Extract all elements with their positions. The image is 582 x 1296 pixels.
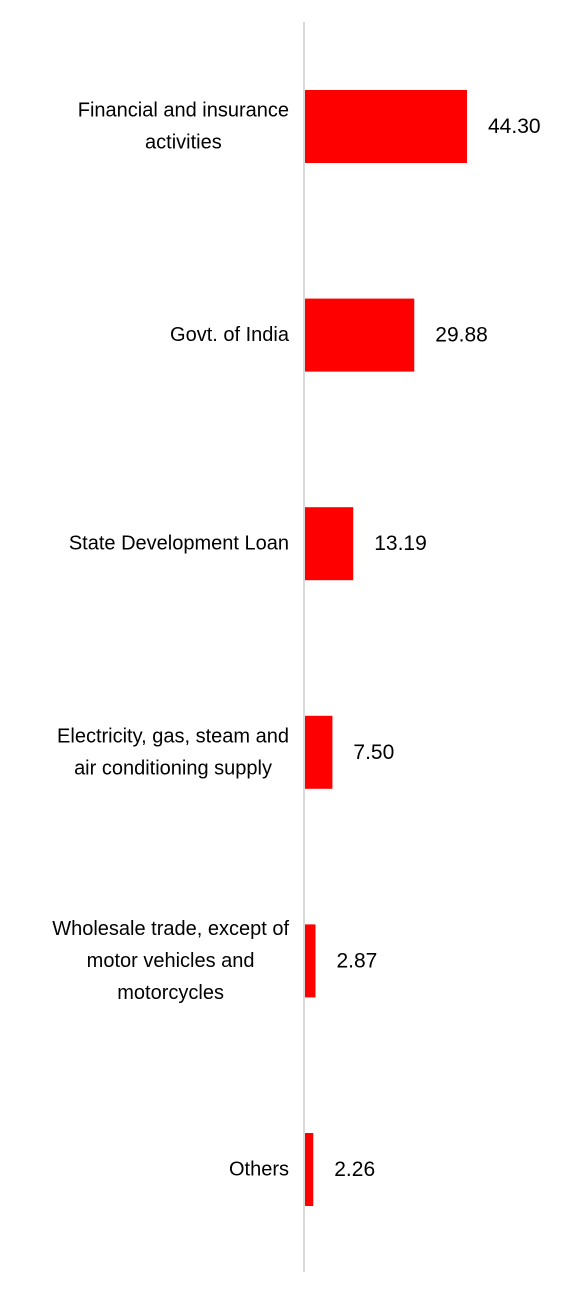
bar-group (305, 90, 467, 1206)
category-label: State Development Loan (69, 533, 289, 555)
bar (305, 90, 467, 163)
category-label: Govt. of India (170, 324, 290, 346)
bar (305, 715, 333, 789)
category-label: Financial and insurance activities (78, 100, 289, 154)
category-label-line: Electricity, gas, steam and (57, 725, 289, 747)
category-label-line: activities (145, 132, 222, 154)
data-label: 7.50 (353, 741, 394, 764)
category-label-line: motorcycles (117, 982, 224, 1004)
category-label-line: air conditioning supply (74, 757, 272, 779)
data-label: 29.88 (435, 324, 488, 347)
category-label-line: motor vehicles and (87, 950, 255, 972)
data-label: 2.87 (336, 949, 377, 972)
data-label: 44.30 (488, 115, 541, 138)
data-label: 13.19 (374, 532, 427, 555)
bar (305, 1133, 314, 1206)
category-label: Electricity, gas, steam and air condition… (57, 725, 289, 779)
bar (305, 298, 415, 372)
category-label: Wholesale trade, except of motor vehicles… (52, 918, 289, 1004)
category-label: Others (229, 1159, 289, 1181)
bar (305, 924, 316, 998)
value-label-group: 44.30 29.88 13.19 7.50 2.87 2.26 (334, 115, 540, 1181)
category-label-line: Wholesale trade, except of (52, 918, 289, 940)
data-label: 2.26 (334, 1158, 375, 1181)
category-label-line: Financial and insurance (78, 100, 289, 122)
category-label-line: Others (229, 1159, 289, 1181)
category-label-line: State Development Loan (69, 533, 289, 555)
bar (305, 507, 354, 581)
category-label-group: Financial and insurance activities Govt. o… (52, 100, 290, 1181)
category-label-line: Govt. of India (170, 324, 290, 346)
